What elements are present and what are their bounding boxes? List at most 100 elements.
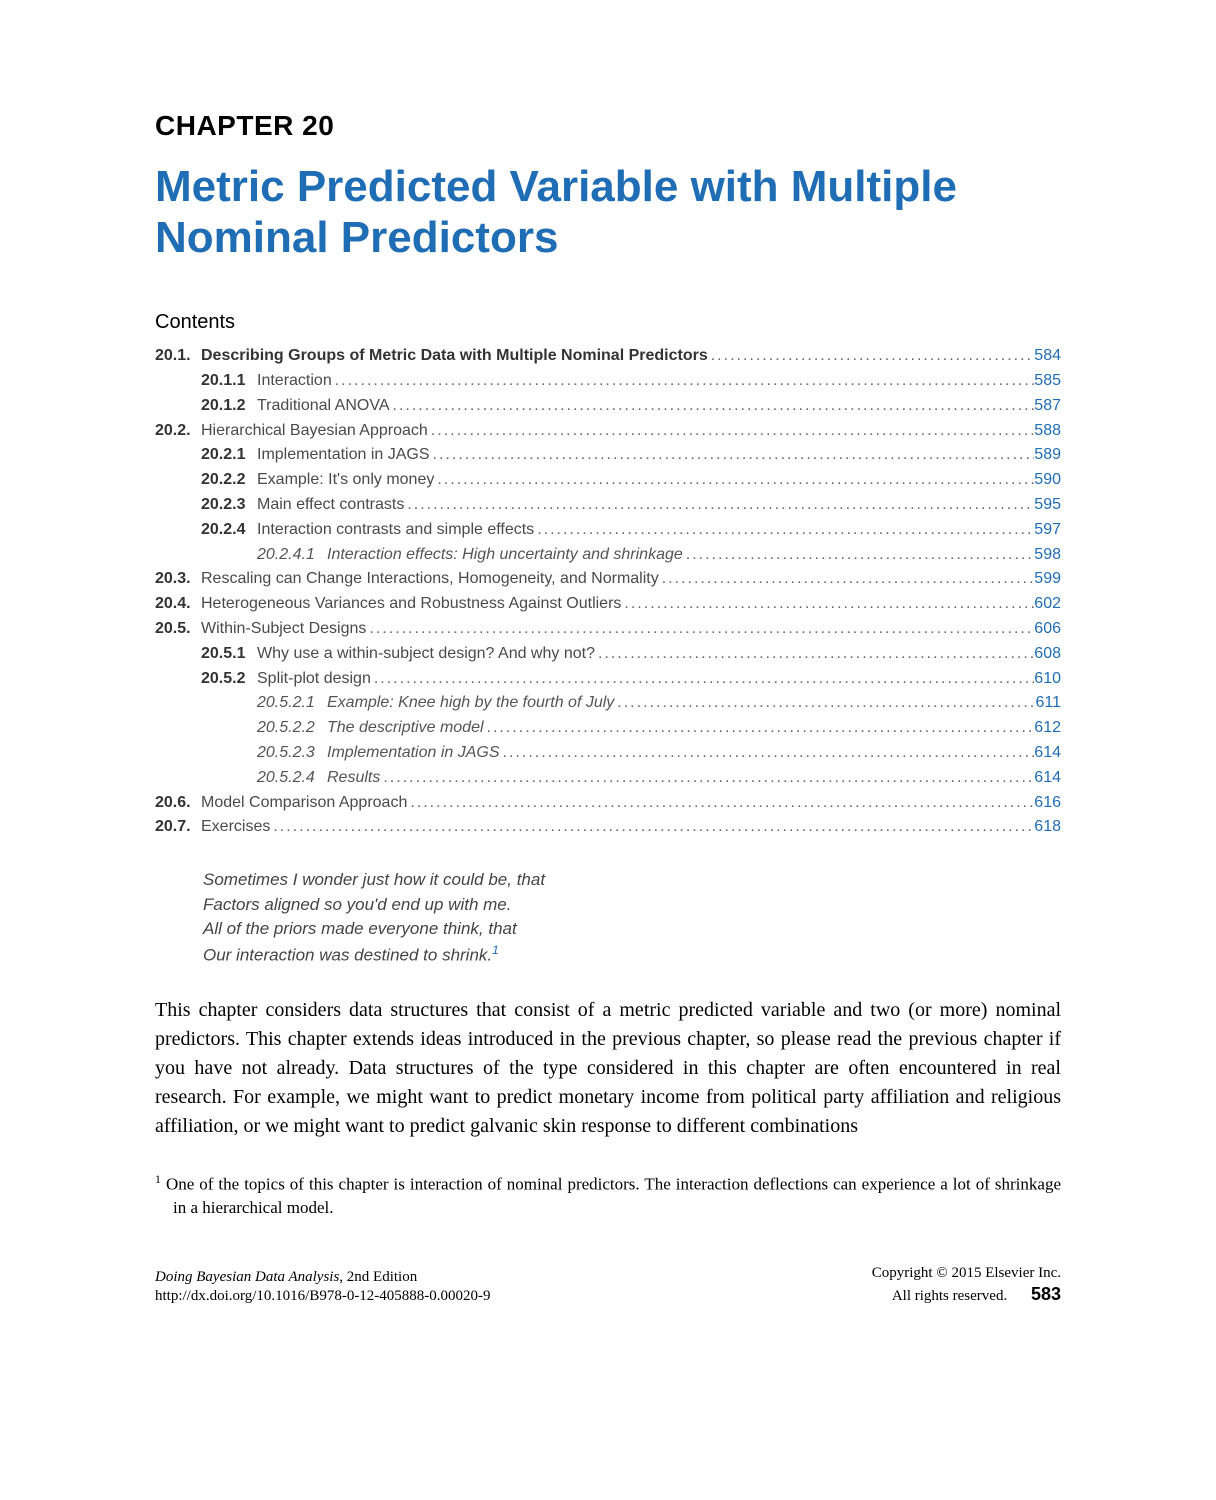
toc-number: 20.5.2.4 <box>155 766 327 791</box>
epigraph-last-line: Our interaction was destined to shrink. <box>203 946 492 965</box>
doi-link[interactable]: http://dx.doi.org/10.1016/B978-0-12-4058… <box>155 1288 491 1304</box>
contents-heading: Contents <box>155 311 1061 334</box>
toc-number: 20.5. <box>155 617 201 642</box>
toc-number: 20.5.2.2 <box>155 716 327 741</box>
toc-dots <box>534 518 1034 543</box>
toc-dots <box>390 394 1035 419</box>
toc-title: Example: It's only money <box>257 468 434 493</box>
toc-dots <box>380 766 1034 791</box>
toc-title: Interaction contrasts and simple effects <box>257 518 534 543</box>
toc-page-link[interactable]: 608 <box>1034 642 1061 667</box>
toc-dots <box>270 815 1034 840</box>
toc-number: 20.2.4.1 <box>155 543 327 568</box>
toc-row: 20.1.2 Traditional ANOVA 587 <box>155 394 1061 419</box>
toc-title: Implementation in JAGS <box>327 741 500 766</box>
toc-page-link[interactable]: 590 <box>1034 468 1061 493</box>
toc-page-link[interactable]: 595 <box>1034 493 1061 518</box>
page-footer: Doing Bayesian Data Analysis, 2nd Editio… <box>155 1264 1061 1307</box>
toc-title: Results <box>327 766 380 791</box>
toc-page-link[interactable]: 588 <box>1034 419 1061 444</box>
toc-page-link[interactable]: 616 <box>1034 791 1061 816</box>
toc-page-link[interactable]: 598 <box>1034 543 1061 568</box>
toc-dots <box>434 468 1034 493</box>
toc-title: Model Comparison Approach <box>201 791 407 816</box>
toc-number: 20.2. <box>155 419 201 444</box>
toc-dots <box>404 493 1034 518</box>
toc-row: 20.1. Describing Groups of Metric Data w… <box>155 344 1061 369</box>
table-of-contents: 20.1. Describing Groups of Metric Data w… <box>155 344 1061 840</box>
toc-number: 20.7. <box>155 815 201 840</box>
toc-number: 20.1.2 <box>155 394 257 419</box>
toc-dots <box>371 667 1034 692</box>
toc-number: 20.5.2.3 <box>155 741 327 766</box>
toc-number: 20.5.2 <box>155 667 257 692</box>
toc-number: 20.1.1 <box>155 369 257 394</box>
footnote-mark-link[interactable]: 1 <box>492 943 499 957</box>
toc-title: Traditional ANOVA <box>257 394 390 419</box>
toc-page-link[interactable]: 584 <box>1034 344 1061 369</box>
footnote-number: 1 <box>155 1172 161 1186</box>
toc-dots <box>430 443 1035 468</box>
toc-title: Implementation in JAGS <box>257 443 430 468</box>
page-number: 583 <box>1031 1284 1061 1304</box>
toc-dots <box>595 642 1034 667</box>
toc-number: 20.5.1 <box>155 642 257 667</box>
copyright-text: Copyright © 2015 Elsevier Inc. <box>872 1265 1061 1281</box>
toc-row: 20.5.2.4 Results 614 <box>155 766 1061 791</box>
toc-row: 20.1.1 Interaction 585 <box>155 369 1061 394</box>
toc-row: 20.5.2 Split-plot design 610 <box>155 667 1061 692</box>
chapter-label: CHAPTER 20 <box>155 110 1061 142</box>
footnote-text: One of the topics of this chapter is int… <box>166 1175 1061 1217</box>
toc-page-link[interactable]: 599 <box>1034 567 1061 592</box>
toc-page-link[interactable]: 589 <box>1034 443 1061 468</box>
toc-row: 20.5. Within-Subject Designs 606 <box>155 617 1061 642</box>
toc-title: Interaction <box>257 369 332 394</box>
toc-page-link[interactable]: 606 <box>1034 617 1061 642</box>
toc-number: 20.2.3 <box>155 493 257 518</box>
page-container: CHAPTER 20 Metric Predicted Variable wit… <box>0 0 1216 1307</box>
toc-title: The descriptive model <box>327 716 484 741</box>
book-title: Doing Bayesian Data Analysis <box>155 1269 339 1285</box>
toc-title: Rescaling can Change Interactions, Homog… <box>201 567 659 592</box>
toc-page-link[interactable]: 587 <box>1034 394 1061 419</box>
footer-right: Copyright © 2015 Elsevier Inc. All right… <box>872 1264 1061 1307</box>
toc-number: 20.2.2 <box>155 468 257 493</box>
toc-page-link[interactable]: 612 <box>1034 716 1061 741</box>
toc-row: 20.5.2.3 Implementation in JAGS 614 <box>155 741 1061 766</box>
toc-dots <box>614 691 1035 716</box>
toc-page-link[interactable]: 614 <box>1034 766 1061 791</box>
epigraph: Sometimes I wonder just how it could be,… <box>203 868 1061 968</box>
epigraph-line: Our interaction was destined to shrink.1 <box>203 942 1061 968</box>
toc-title: Hierarchical Bayesian Approach <box>201 419 428 444</box>
toc-title: Example: Knee high by the fourth of July <box>327 691 614 716</box>
toc-row: 20.5.2.2 The descriptive model 612 <box>155 716 1061 741</box>
toc-number: 20.4. <box>155 592 201 617</box>
footnote: 1 One of the topics of this chapter is i… <box>155 1171 1061 1220</box>
toc-title: Heterogeneous Variances and Robustness A… <box>201 592 621 617</box>
toc-row: 20.2. Hierarchical Bayesian Approach 588 <box>155 419 1061 444</box>
toc-dots <box>708 344 1035 369</box>
toc-row: 20.4. Heterogeneous Variances and Robust… <box>155 592 1061 617</box>
toc-row: 20.3. Rescaling can Change Interactions,… <box>155 567 1061 592</box>
toc-page-link[interactable]: 614 <box>1034 741 1061 766</box>
toc-title: Describing Groups of Metric Data with Mu… <box>201 344 708 369</box>
footer-left: Doing Bayesian Data Analysis, 2nd Editio… <box>155 1268 491 1307</box>
toc-number: 20.2.4 <box>155 518 257 543</box>
toc-page-link[interactable]: 611 <box>1035 691 1061 716</box>
toc-row: 20.2.3 Main effect contrasts 595 <box>155 493 1061 518</box>
toc-number: 20.5.2.1 <box>155 691 327 716</box>
toc-page-link[interactable]: 618 <box>1034 815 1061 840</box>
toc-row: 20.5.2.1 Example: Knee high by the fourt… <box>155 691 1061 716</box>
toc-dots <box>500 741 1035 766</box>
toc-row: 20.7. Exercises 618 <box>155 815 1061 840</box>
epigraph-line: Sometimes I wonder just how it could be,… <box>203 868 1061 893</box>
rights-text: All rights reserved. <box>892 1288 1007 1304</box>
toc-row: 20.6. Model Comparison Approach 616 <box>155 791 1061 816</box>
toc-page-link[interactable]: 610 <box>1034 667 1061 692</box>
toc-page-link[interactable]: 602 <box>1034 592 1061 617</box>
toc-dots <box>332 369 1035 394</box>
toc-page-link[interactable]: 585 <box>1034 369 1061 394</box>
toc-row: 20.2.1 Implementation in JAGS 589 <box>155 443 1061 468</box>
toc-number: 20.2.1 <box>155 443 257 468</box>
toc-page-link[interactable]: 597 <box>1034 518 1061 543</box>
